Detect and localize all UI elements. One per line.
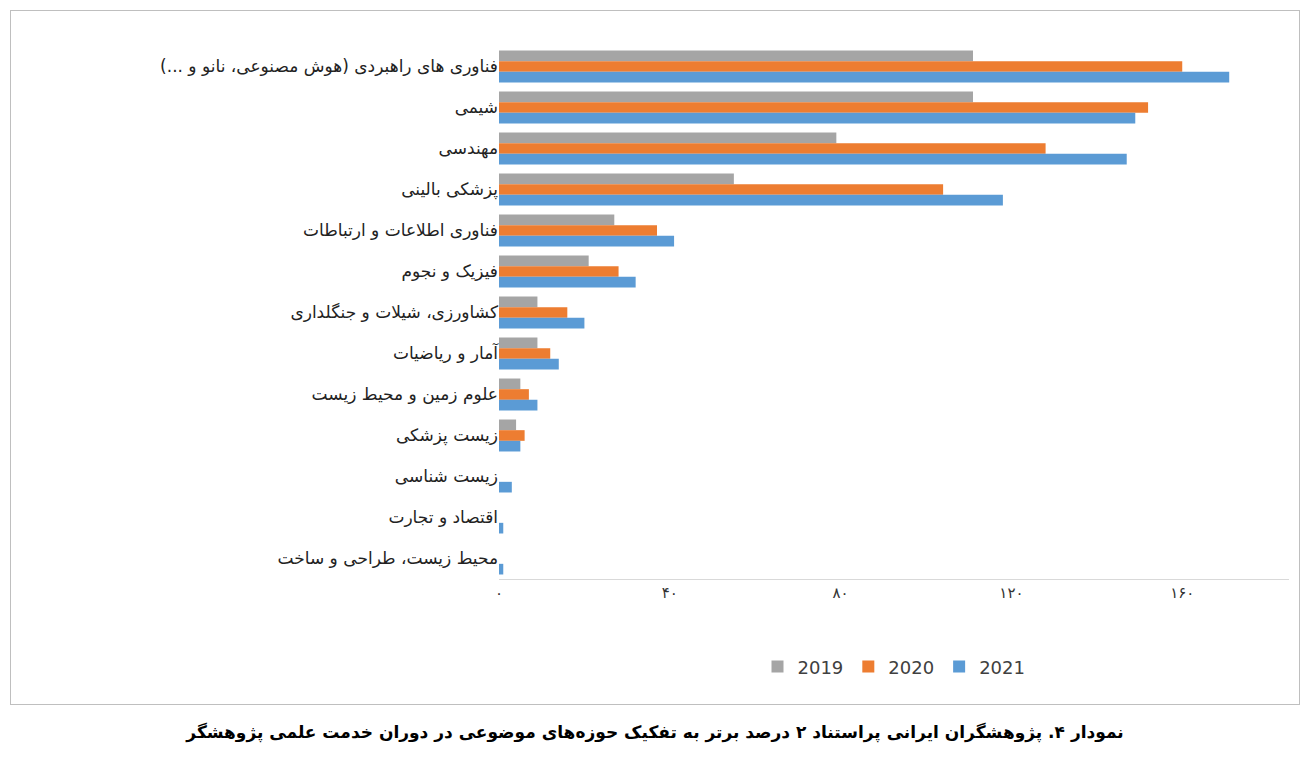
svg-text:۰: ۰ bbox=[495, 584, 503, 602]
svg-text:علوم زمین و محیط زیست: علوم زمین و محیط زیست bbox=[312, 384, 498, 404]
svg-text:پزشکی بالینی: پزشکی بالینی bbox=[401, 179, 498, 200]
svg-text:فناوری اطلاعات و ارتباطات: فناوری اطلاعات و ارتباطات bbox=[303, 220, 498, 240]
svg-text:2020: 2020 bbox=[888, 657, 934, 678]
svg-text:مهندسی: مهندسی bbox=[439, 138, 498, 159]
svg-text:۴۰: ۴۰ bbox=[662, 584, 678, 602]
svg-text:زیست شناسی: زیست شناسی bbox=[395, 466, 498, 486]
svg-text:کشاورزی، شیلات و جنگلداری: کشاورزی، شیلات و جنگلداری bbox=[290, 302, 499, 322]
svg-text:۱۲۰: ۱۲۰ bbox=[999, 584, 1023, 602]
svg-text:زیست پزشکی: زیست پزشکی bbox=[396, 425, 498, 446]
svg-text:اقتصاد و تجارت: اقتصاد و تجارت bbox=[388, 507, 498, 527]
html-text:نمودار ۴. پژوهشگران ایرانی پرا: نمودار ۴. پژوهشگران ایرانی پراستناد ۲ در… bbox=[186, 722, 1124, 742]
svg-text:آمار و ریاضیات: آمار و ریاضیات bbox=[393, 342, 499, 363]
svg-text:۸۰: ۸۰ bbox=[833, 584, 849, 602]
svg-text:2021: 2021 bbox=[979, 657, 1025, 678]
svg-text:شیمی: شیمی bbox=[455, 97, 498, 117]
svg-text:۱۶۰: ۱۶۰ bbox=[1170, 584, 1194, 602]
svg-text:محیط زیست، طراحی و ساخت: محیط زیست، طراحی و ساخت bbox=[278, 548, 498, 568]
svg-text:فیزیک و نجوم: فیزیک و نجوم bbox=[401, 261, 498, 281]
svg-text:2019: 2019 bbox=[798, 657, 844, 678]
svg-text:فناوری های راهبردی (هوش مصنوعی: فناوری های راهبردی (هوش مصنوعی، نانو و .… bbox=[160, 56, 498, 76]
